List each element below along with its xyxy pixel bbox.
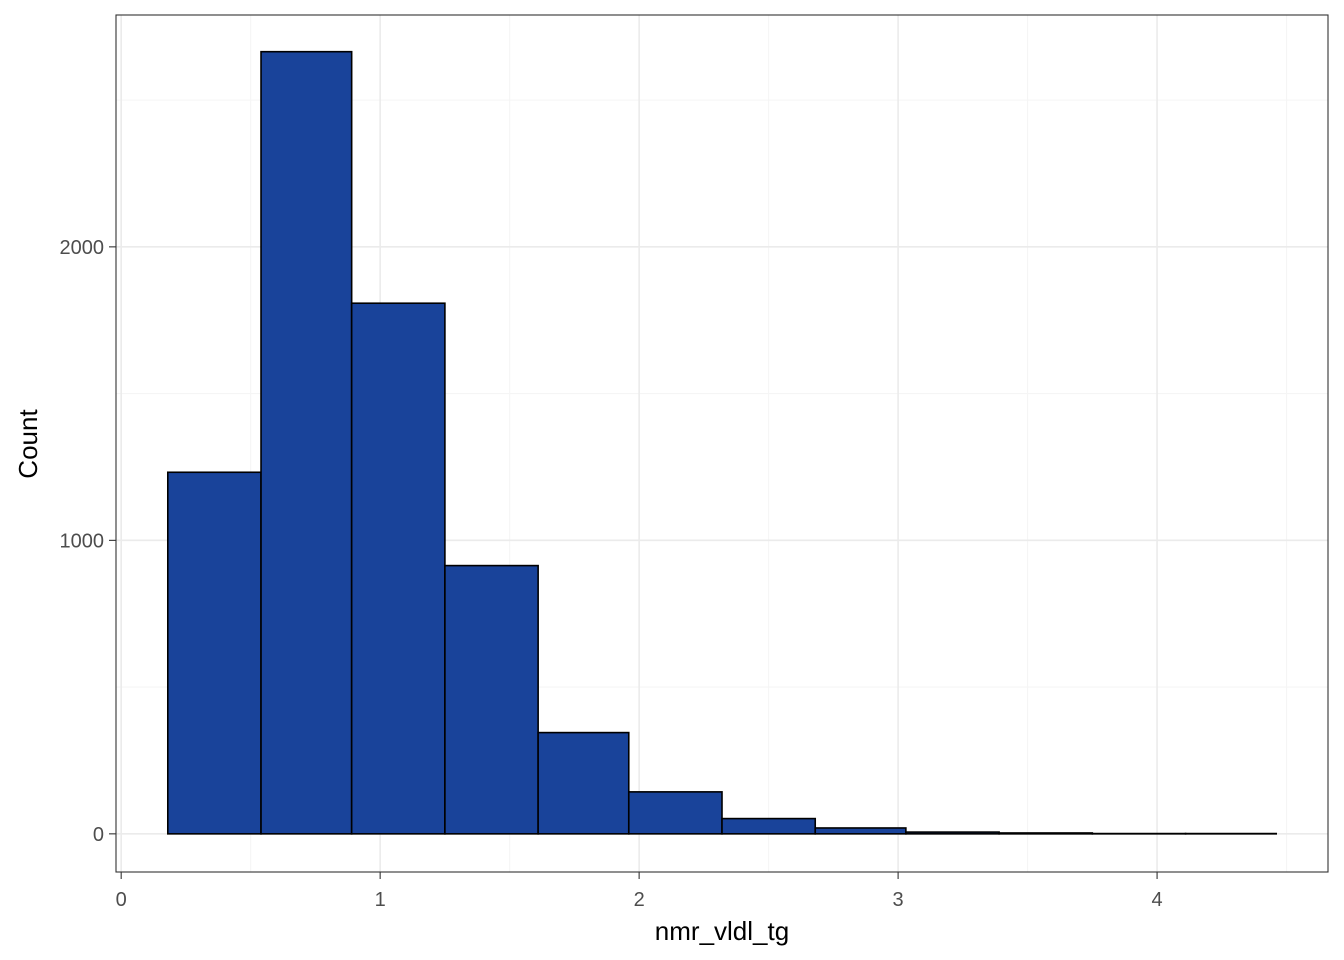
- histogram-bar-7: [721, 817, 817, 835]
- histogram-bar-4: [444, 564, 539, 835]
- histogram-bar-6: [627, 791, 723, 835]
- x-tick-label: 3: [893, 889, 904, 911]
- y-tick-label: 2000: [60, 237, 105, 259]
- histogram-bar-1: [166, 471, 262, 835]
- panel-border: [115, 14, 1329, 873]
- x-tick-label: 2: [634, 889, 645, 911]
- y-tick-label: 1000: [60, 530, 105, 552]
- x-axis-title: nmr_vldl_tg: [655, 916, 789, 946]
- histogram-bar-9: [905, 831, 1000, 835]
- histogram-bar-3: [350, 302, 446, 835]
- histogram-bar-2: [260, 50, 353, 835]
- x-tick-label: 1: [375, 889, 386, 911]
- histogram-bars: [166, 50, 1278, 835]
- histogram-bar-8: [814, 827, 907, 835]
- x-axis: 0 1 2 3 4: [116, 872, 1163, 911]
- x-tick-label: 0: [116, 889, 127, 911]
- histogram-bar-10: [998, 832, 1094, 835]
- histogram-bar-5: [537, 731, 630, 835]
- y-axis: 0 1000 2000: [60, 237, 116, 846]
- y-tick-label: 0: [93, 824, 104, 846]
- y-axis-title: Count: [13, 409, 43, 479]
- x-tick-label: 4: [1152, 889, 1163, 911]
